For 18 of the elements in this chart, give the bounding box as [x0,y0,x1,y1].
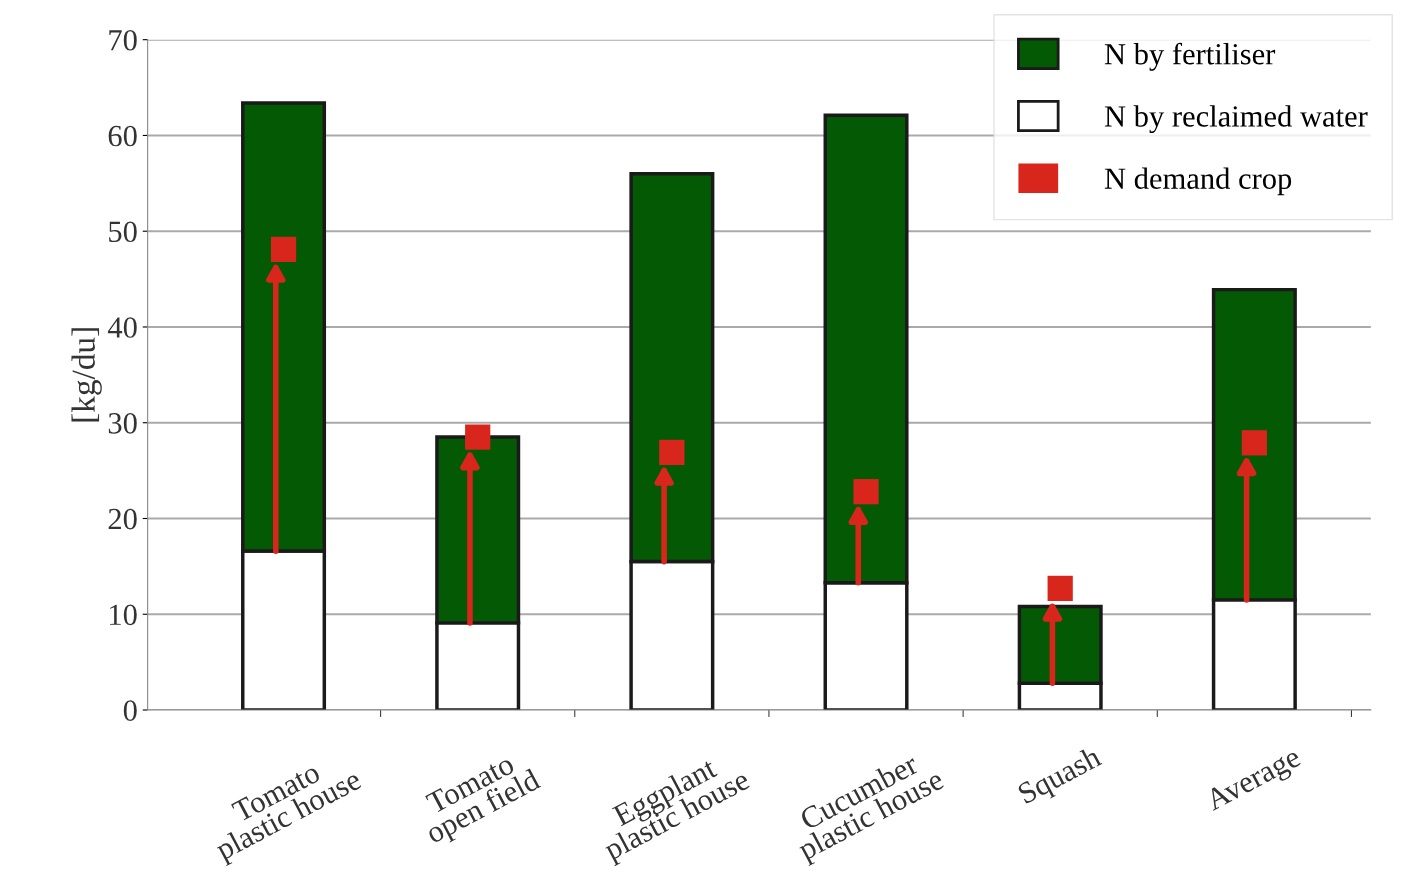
point [465,424,491,450]
y-axis-title: [kg/du] [71,328,102,422]
legend-label: N by fertiliser [1104,42,1276,71]
legend-label: N demand crop [1104,167,1292,196]
y-tick-label: 20 [108,508,137,530]
y-tick-label: 10 [110,604,137,626]
point [270,236,297,263]
y-tick-label: 0 [123,700,137,721]
point [1241,430,1267,456]
y-tick-label: 30 [108,413,137,434]
point [1047,575,1073,602]
legend-label: N by reclaimed water [1104,105,1368,134]
y-tick-label: 60 [108,125,137,147]
y-tick-label: 50 [109,221,137,243]
y-tick-label: 40 [107,317,137,338]
point [853,479,879,505]
y-tick-label: 70 [109,29,137,51]
point [659,439,685,466]
